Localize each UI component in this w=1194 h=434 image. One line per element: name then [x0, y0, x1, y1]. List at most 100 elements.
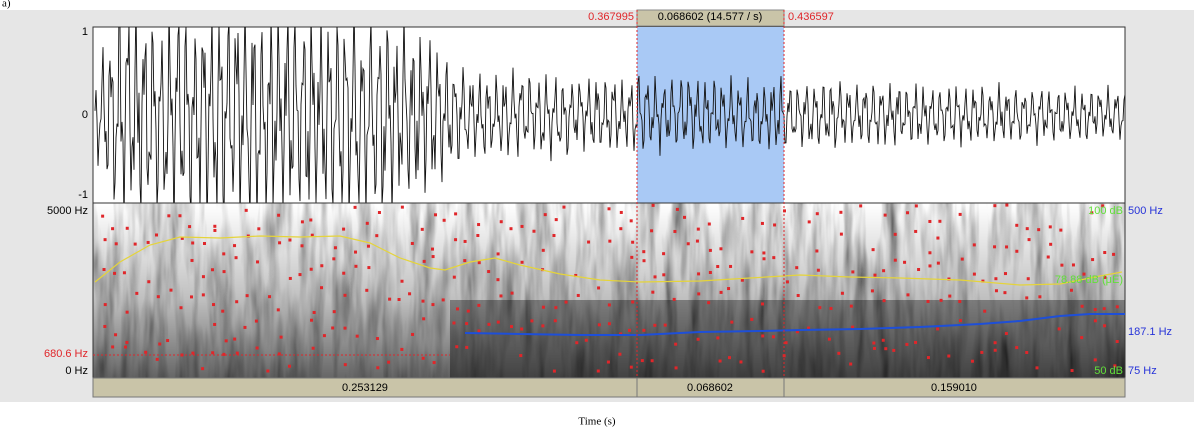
- formant-dot: [365, 288, 369, 292]
- formant-dot: [463, 239, 467, 243]
- formant-dot: [837, 351, 841, 355]
- formant-dot: [212, 303, 216, 307]
- formant-dot: [487, 322, 491, 326]
- formant-dot: [113, 271, 117, 275]
- pitch-label: 75 Hz: [1128, 365, 1157, 377]
- formant-dot: [983, 309, 987, 313]
- formant-dot: [1046, 255, 1050, 259]
- formant-dot: [914, 229, 918, 233]
- formant-dot: [554, 306, 558, 310]
- formant-dot: [103, 303, 107, 307]
- formant-dot: [674, 366, 678, 370]
- formant-dot: [354, 264, 358, 268]
- formant-dot: [938, 219, 942, 223]
- formant-dot: [102, 268, 106, 272]
- formant-dot: [210, 268, 214, 272]
- formant-dot: [851, 270, 855, 274]
- formant-dot: [762, 251, 766, 255]
- formant-dot: [893, 258, 897, 262]
- formant-dot: [298, 273, 302, 277]
- formant-dot: [309, 218, 313, 222]
- formant-dot: [452, 275, 456, 279]
- formant-dot: [839, 232, 843, 236]
- formant-dot: [257, 227, 261, 231]
- formant-dot: [410, 241, 414, 245]
- x-axis-label: Time (s): [578, 416, 616, 428]
- formant-dot: [343, 326, 347, 330]
- formant-dot: [981, 279, 985, 283]
- formant-dot: [883, 213, 887, 217]
- formant-dot: [642, 328, 646, 332]
- spectrogram-voicing: [450, 300, 1125, 378]
- formant-dot: [367, 266, 371, 270]
- formant-dot: [144, 350, 148, 354]
- formant-dot: [948, 294, 952, 298]
- formant-dot: [818, 306, 822, 310]
- formant-dot: [279, 335, 283, 339]
- formant-dot: [993, 204, 997, 208]
- formant-dot: [884, 347, 888, 351]
- intensity-value: 78.88 dB (μE): [1055, 274, 1123, 286]
- formant-dot: [958, 299, 962, 303]
- formant-dot: [477, 261, 481, 265]
- formant-dot: [101, 214, 105, 218]
- formant-dot: [762, 257, 766, 261]
- formant-dot: [466, 309, 470, 313]
- formant-dot: [400, 279, 404, 283]
- formant-dot: [839, 210, 843, 214]
- formant-dot: [114, 333, 118, 337]
- formant-dot: [1059, 228, 1063, 232]
- formant-dot: [158, 342, 162, 346]
- formant-dot: [727, 287, 731, 291]
- formant-dot: [662, 252, 666, 256]
- formant-dot: [300, 244, 304, 248]
- formant-dot: [233, 337, 237, 341]
- formant-dot: [243, 325, 247, 329]
- formant-dot: [1026, 277, 1030, 281]
- formant-dot: [1082, 272, 1086, 276]
- formant-dot: [882, 299, 886, 303]
- formant-dot: [618, 352, 622, 356]
- formant-dot: [827, 337, 831, 341]
- formant-dot: [672, 297, 676, 301]
- formant-dot: [663, 323, 667, 327]
- formant-dot: [244, 208, 248, 212]
- segment-duration[interactable]: 0.068602: [687, 382, 733, 394]
- formant-dot: [202, 241, 206, 245]
- formant-dot: [441, 298, 445, 302]
- formant-dot: [796, 294, 800, 298]
- formant-dot: [795, 330, 799, 334]
- segment-duration[interactable]: 0.159010: [931, 382, 977, 394]
- formant-dot: [310, 318, 314, 322]
- formant-dot: [353, 205, 357, 209]
- formant-dot: [375, 337, 379, 341]
- formant-dot: [597, 323, 601, 327]
- intensity-curve: [94, 235, 1123, 286]
- formant-dot: [191, 351, 195, 355]
- formant-dot: [1025, 296, 1029, 300]
- formant-dot: [421, 356, 425, 360]
- selection-start: 0.367995: [588, 11, 634, 23]
- formant-dot: [840, 291, 844, 295]
- pitch-value: 187.1 Hz: [1128, 326, 1172, 338]
- segment-duration[interactable]: 0.253129: [342, 382, 388, 394]
- formant-dot: [133, 242, 137, 246]
- formant-dot: [322, 334, 326, 338]
- formant-dot: [730, 320, 734, 324]
- formant-dot: [893, 232, 897, 236]
- formant-dot: [849, 362, 853, 366]
- formant-dot: [541, 324, 545, 328]
- formant-dot: [354, 250, 358, 254]
- formant-dot: [707, 301, 711, 305]
- duration-bar[interactable]: [92, 377, 1126, 398]
- formant-dot: [642, 250, 646, 254]
- formant-dot: [476, 234, 480, 238]
- formant-dot: [1102, 307, 1106, 311]
- formant-dot: [686, 242, 690, 246]
- formant-dot: [146, 240, 150, 244]
- formant-dot: [815, 212, 819, 216]
- waveform-panel[interactable]: [92, 26, 1126, 204]
- formant-dot: [771, 335, 775, 339]
- formant-dot: [1049, 242, 1053, 246]
